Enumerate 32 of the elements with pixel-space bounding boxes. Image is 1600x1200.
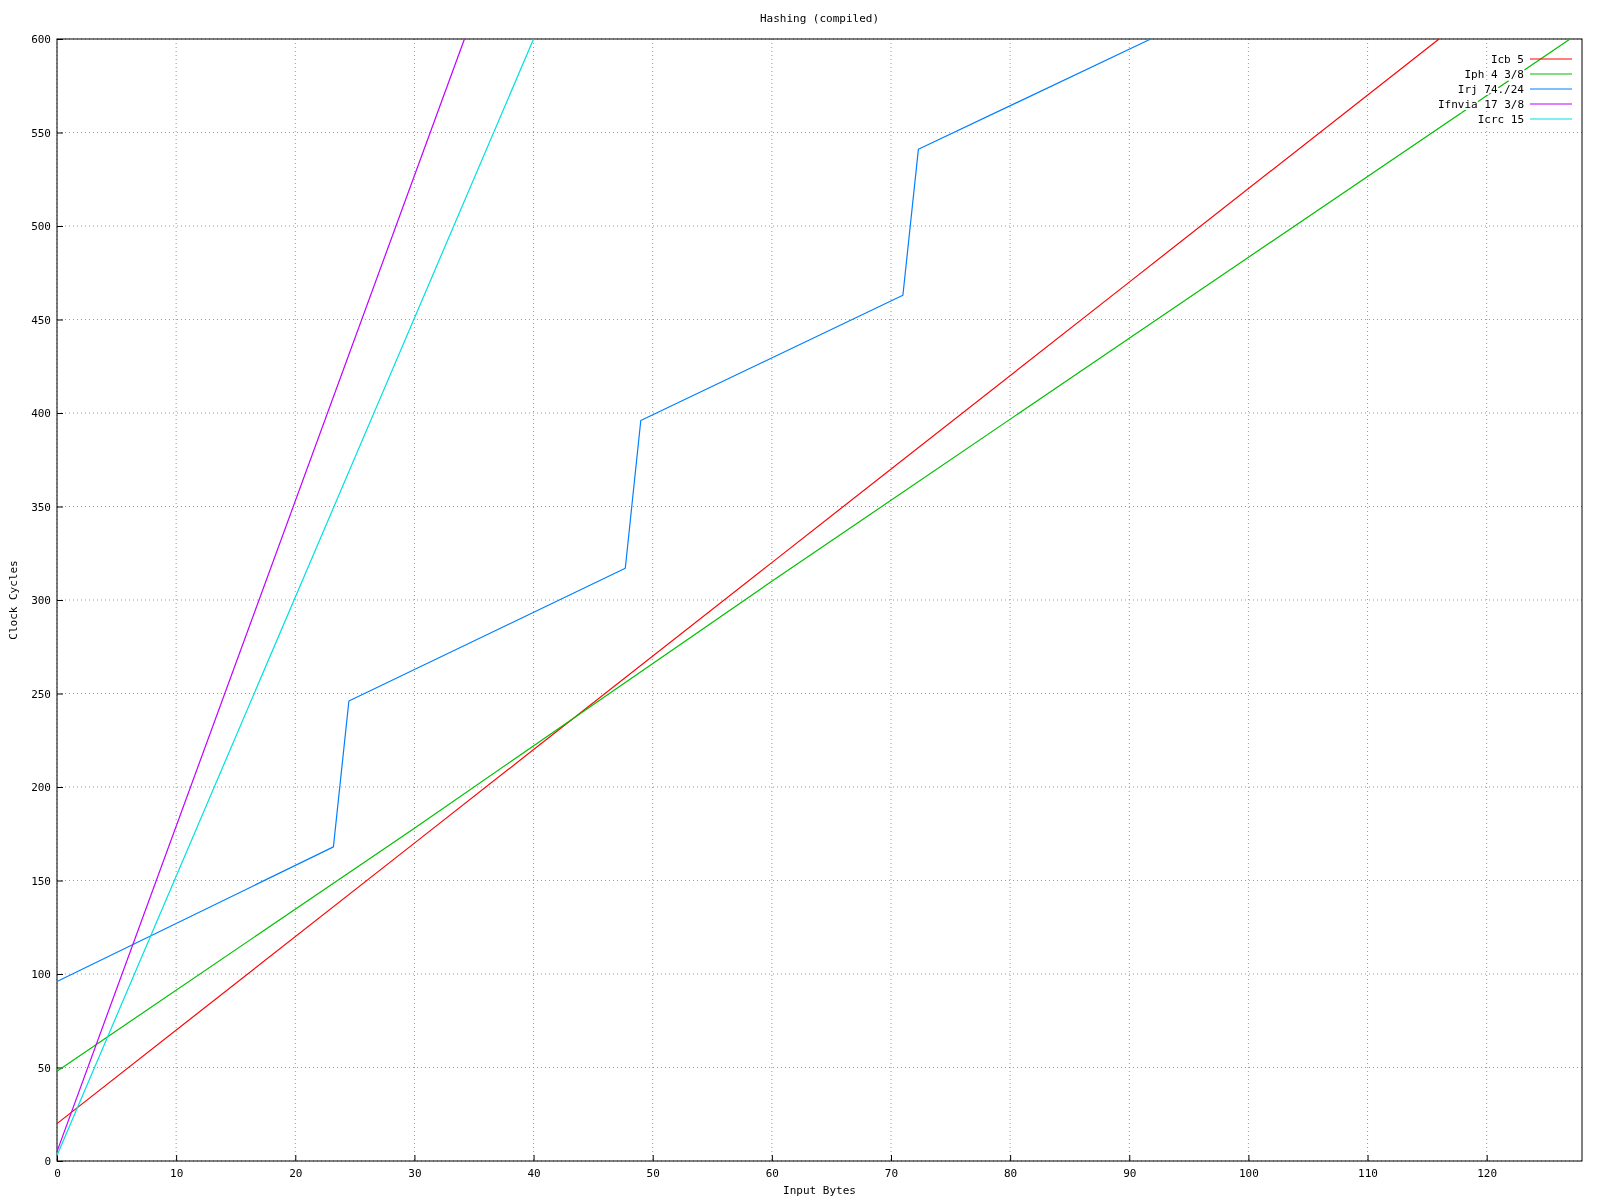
y-tick-label: 550 bbox=[31, 126, 51, 140]
y-tick-label: 500 bbox=[31, 220, 51, 234]
x-tick-label: 110 bbox=[1358, 1166, 1378, 1180]
y-tick-label: 300 bbox=[31, 594, 51, 608]
y-tick-label: 50 bbox=[37, 1061, 51, 1075]
line-series bbox=[56, 38, 1152, 983]
x-axis-title: Input Bytes bbox=[783, 1184, 856, 1197]
y-tick-label: 200 bbox=[31, 781, 51, 795]
y-tick-label: 350 bbox=[31, 500, 51, 514]
x-tick-label: 40 bbox=[527, 1166, 541, 1180]
y-tick-label: 600 bbox=[31, 33, 51, 47]
y-tick-label: 0 bbox=[44, 1155, 51, 1169]
x-tick-label: 100 bbox=[1238, 1166, 1259, 1180]
x-tick-label: 70 bbox=[884, 1166, 899, 1180]
x-tick-label: 0 bbox=[54, 1166, 61, 1180]
legend-label: Icrc 15 bbox=[1477, 113, 1524, 126]
chart-title: Hashing (compiled) bbox=[759, 12, 880, 25]
x-tick-label: 60 bbox=[765, 1166, 779, 1180]
x-tick-label: 90 bbox=[1123, 1166, 1137, 1180]
x-tick-label: 10 bbox=[170, 1166, 184, 1180]
y-tick-label: 450 bbox=[31, 313, 51, 327]
y-tick-label: 400 bbox=[31, 407, 51, 421]
y-tick-label: 100 bbox=[31, 968, 51, 982]
x-tick-label: 30 bbox=[408, 1166, 422, 1180]
x-tick-label: 80 bbox=[1004, 1166, 1018, 1180]
legend-label: Icb 5 bbox=[1490, 53, 1524, 66]
x-tick-label: 120 bbox=[1477, 1166, 1498, 1180]
x-tick-label: 50 bbox=[646, 1166, 660, 1180]
y-tick-label: 250 bbox=[31, 687, 51, 701]
x-tick-label: 20 bbox=[289, 1166, 303, 1180]
y-axis-title: Clock Cycles bbox=[7, 560, 20, 640]
y-tick-label: 150 bbox=[31, 874, 51, 888]
